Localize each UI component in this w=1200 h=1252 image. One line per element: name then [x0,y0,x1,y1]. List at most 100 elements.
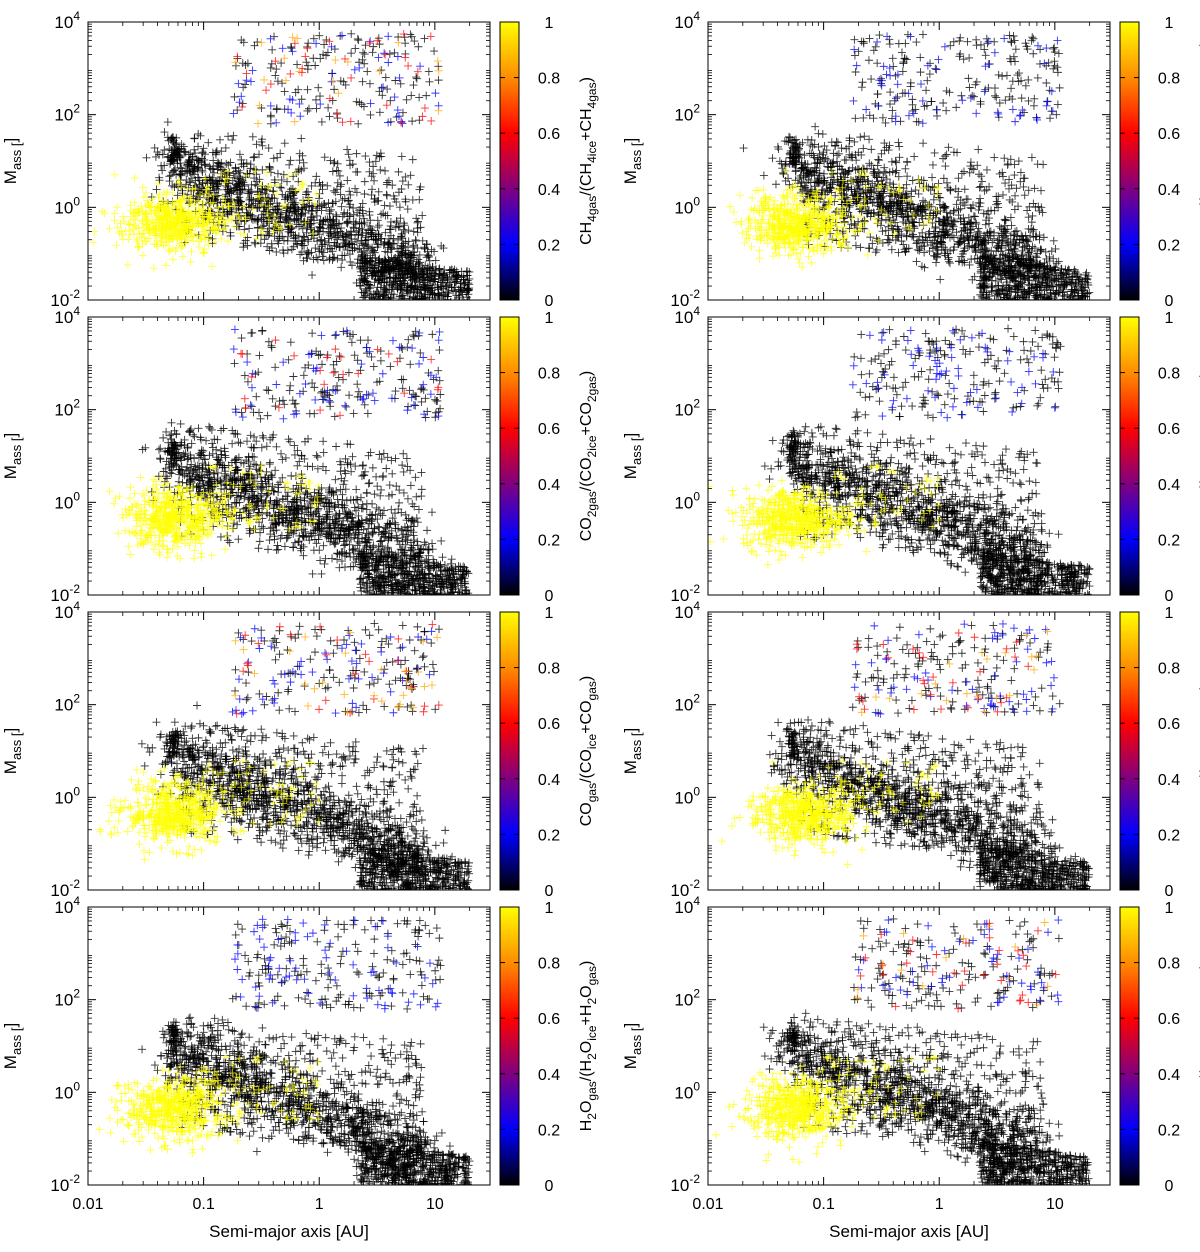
data-point [882,201,891,210]
data-point [853,165,862,174]
data-point [397,229,406,238]
data-point [382,190,391,199]
data-point [278,190,287,199]
data-point [864,56,873,65]
data-point [239,243,248,252]
data-point [220,224,229,233]
data-point [435,305,443,313]
data-point [317,117,326,126]
data-point [1010,160,1019,169]
data-point [1063,290,1072,299]
data-point [231,58,240,67]
data-point [297,179,306,188]
data-point [982,290,991,299]
data-point [312,39,321,48]
data-point [1000,227,1009,236]
data-point [464,303,472,311]
data-point [303,65,312,74]
data-point [167,134,176,143]
data-point [333,254,342,263]
data-point [213,212,222,221]
data-point [975,170,984,179]
data-point [880,139,889,148]
data-point [1004,246,1013,255]
data-point [146,228,155,237]
data-point [152,212,161,221]
data-point [815,171,824,180]
data-point [418,264,427,273]
data-point [843,170,852,179]
data-point [1061,305,1069,313]
data-point [462,300,470,308]
data-point [1010,205,1019,214]
data-point [347,261,356,270]
data-point [197,235,206,244]
data-point [913,245,922,254]
data-point [876,221,885,230]
data-point [820,169,829,178]
data-point [178,219,187,228]
data-point [250,41,259,50]
data-point [380,290,389,299]
data-point [981,220,990,229]
data-point [886,88,895,97]
data-point [981,283,990,292]
data-point [994,109,1003,118]
data-point [194,129,203,138]
data-point [168,235,177,244]
data-point [383,178,392,187]
data-point [288,33,297,42]
data-point [432,302,440,310]
data-point [163,219,172,228]
data-point [1002,289,1011,298]
data-point [1011,57,1020,66]
data-point [185,167,194,176]
data-point [149,223,158,232]
data-point [975,202,984,211]
data-point [425,77,434,86]
data-point [304,195,313,204]
data-point [158,166,167,175]
data-point [1083,307,1091,315]
data-point [872,245,881,254]
data-point [463,285,472,294]
data-point [960,246,969,255]
data-point [910,224,919,233]
data-point [940,42,949,51]
data-point [385,50,394,59]
data-point [842,144,851,153]
data-point [963,242,972,251]
colorbar [499,21,520,301]
data-point [856,243,865,252]
data-point [891,117,900,126]
data-point [874,168,883,177]
data-point [454,285,463,294]
data-point [1053,68,1062,77]
data-point [253,231,262,240]
data-point [254,214,263,223]
data-point [353,34,362,43]
data-point [341,240,350,249]
data-point [1060,305,1068,313]
data-point [382,281,391,290]
data-point [266,34,275,43]
data-point [215,135,224,144]
data-point [918,203,927,212]
data-point [1051,289,1060,298]
data-point [266,119,275,128]
data-point [358,264,367,273]
data-point [325,94,334,103]
data-point [325,209,334,218]
data-point [915,232,924,241]
data-point [299,158,308,167]
data-point [226,231,235,240]
data-point [377,83,386,92]
data-point [416,223,425,232]
data-point [352,237,361,246]
data-point [993,267,1002,276]
data-point [960,217,969,226]
data-point [145,227,154,236]
data-point [1027,153,1036,162]
data-point [198,166,207,175]
data-point [262,86,271,95]
